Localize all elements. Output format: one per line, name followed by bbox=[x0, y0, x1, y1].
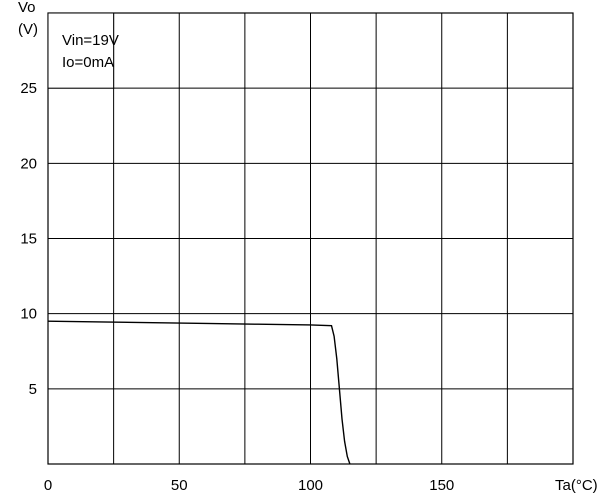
y-axis-label-line-1: Vo bbox=[18, 0, 36, 16]
plot-frame bbox=[47, 12, 574, 465]
x-tick-label: 100 bbox=[298, 477, 323, 494]
y-tick-label: 20 bbox=[20, 155, 37, 172]
y-tick-labels: 5 10 15 20 25 bbox=[20, 80, 37, 398]
x-axis-label: Ta(°C) bbox=[555, 477, 598, 494]
y-tick-label: 10 bbox=[20, 306, 37, 323]
annotation-text: Vin=19V bbox=[62, 32, 119, 49]
x-tick-label: 50 bbox=[171, 477, 188, 494]
grid bbox=[47, 12, 574, 465]
x-tick-label: 150 bbox=[429, 477, 454, 494]
y-tick-label: 25 bbox=[20, 80, 37, 97]
annotations: Vin=19V Io=0mA bbox=[62, 32, 119, 71]
y-axis-label-line-2: (V) bbox=[18, 21, 38, 38]
x-tick-label: 0 bbox=[44, 477, 52, 494]
x-tick-labels: 0 50 100 150 bbox=[44, 477, 454, 494]
series-line bbox=[47, 320, 351, 465]
y-tick-label: 5 bbox=[29, 381, 37, 398]
y-tick-label: 15 bbox=[20, 231, 37, 248]
series-group bbox=[47, 320, 351, 465]
annotation-text: Io=0mA bbox=[62, 54, 114, 71]
legend-box bbox=[47, 12, 115, 89]
